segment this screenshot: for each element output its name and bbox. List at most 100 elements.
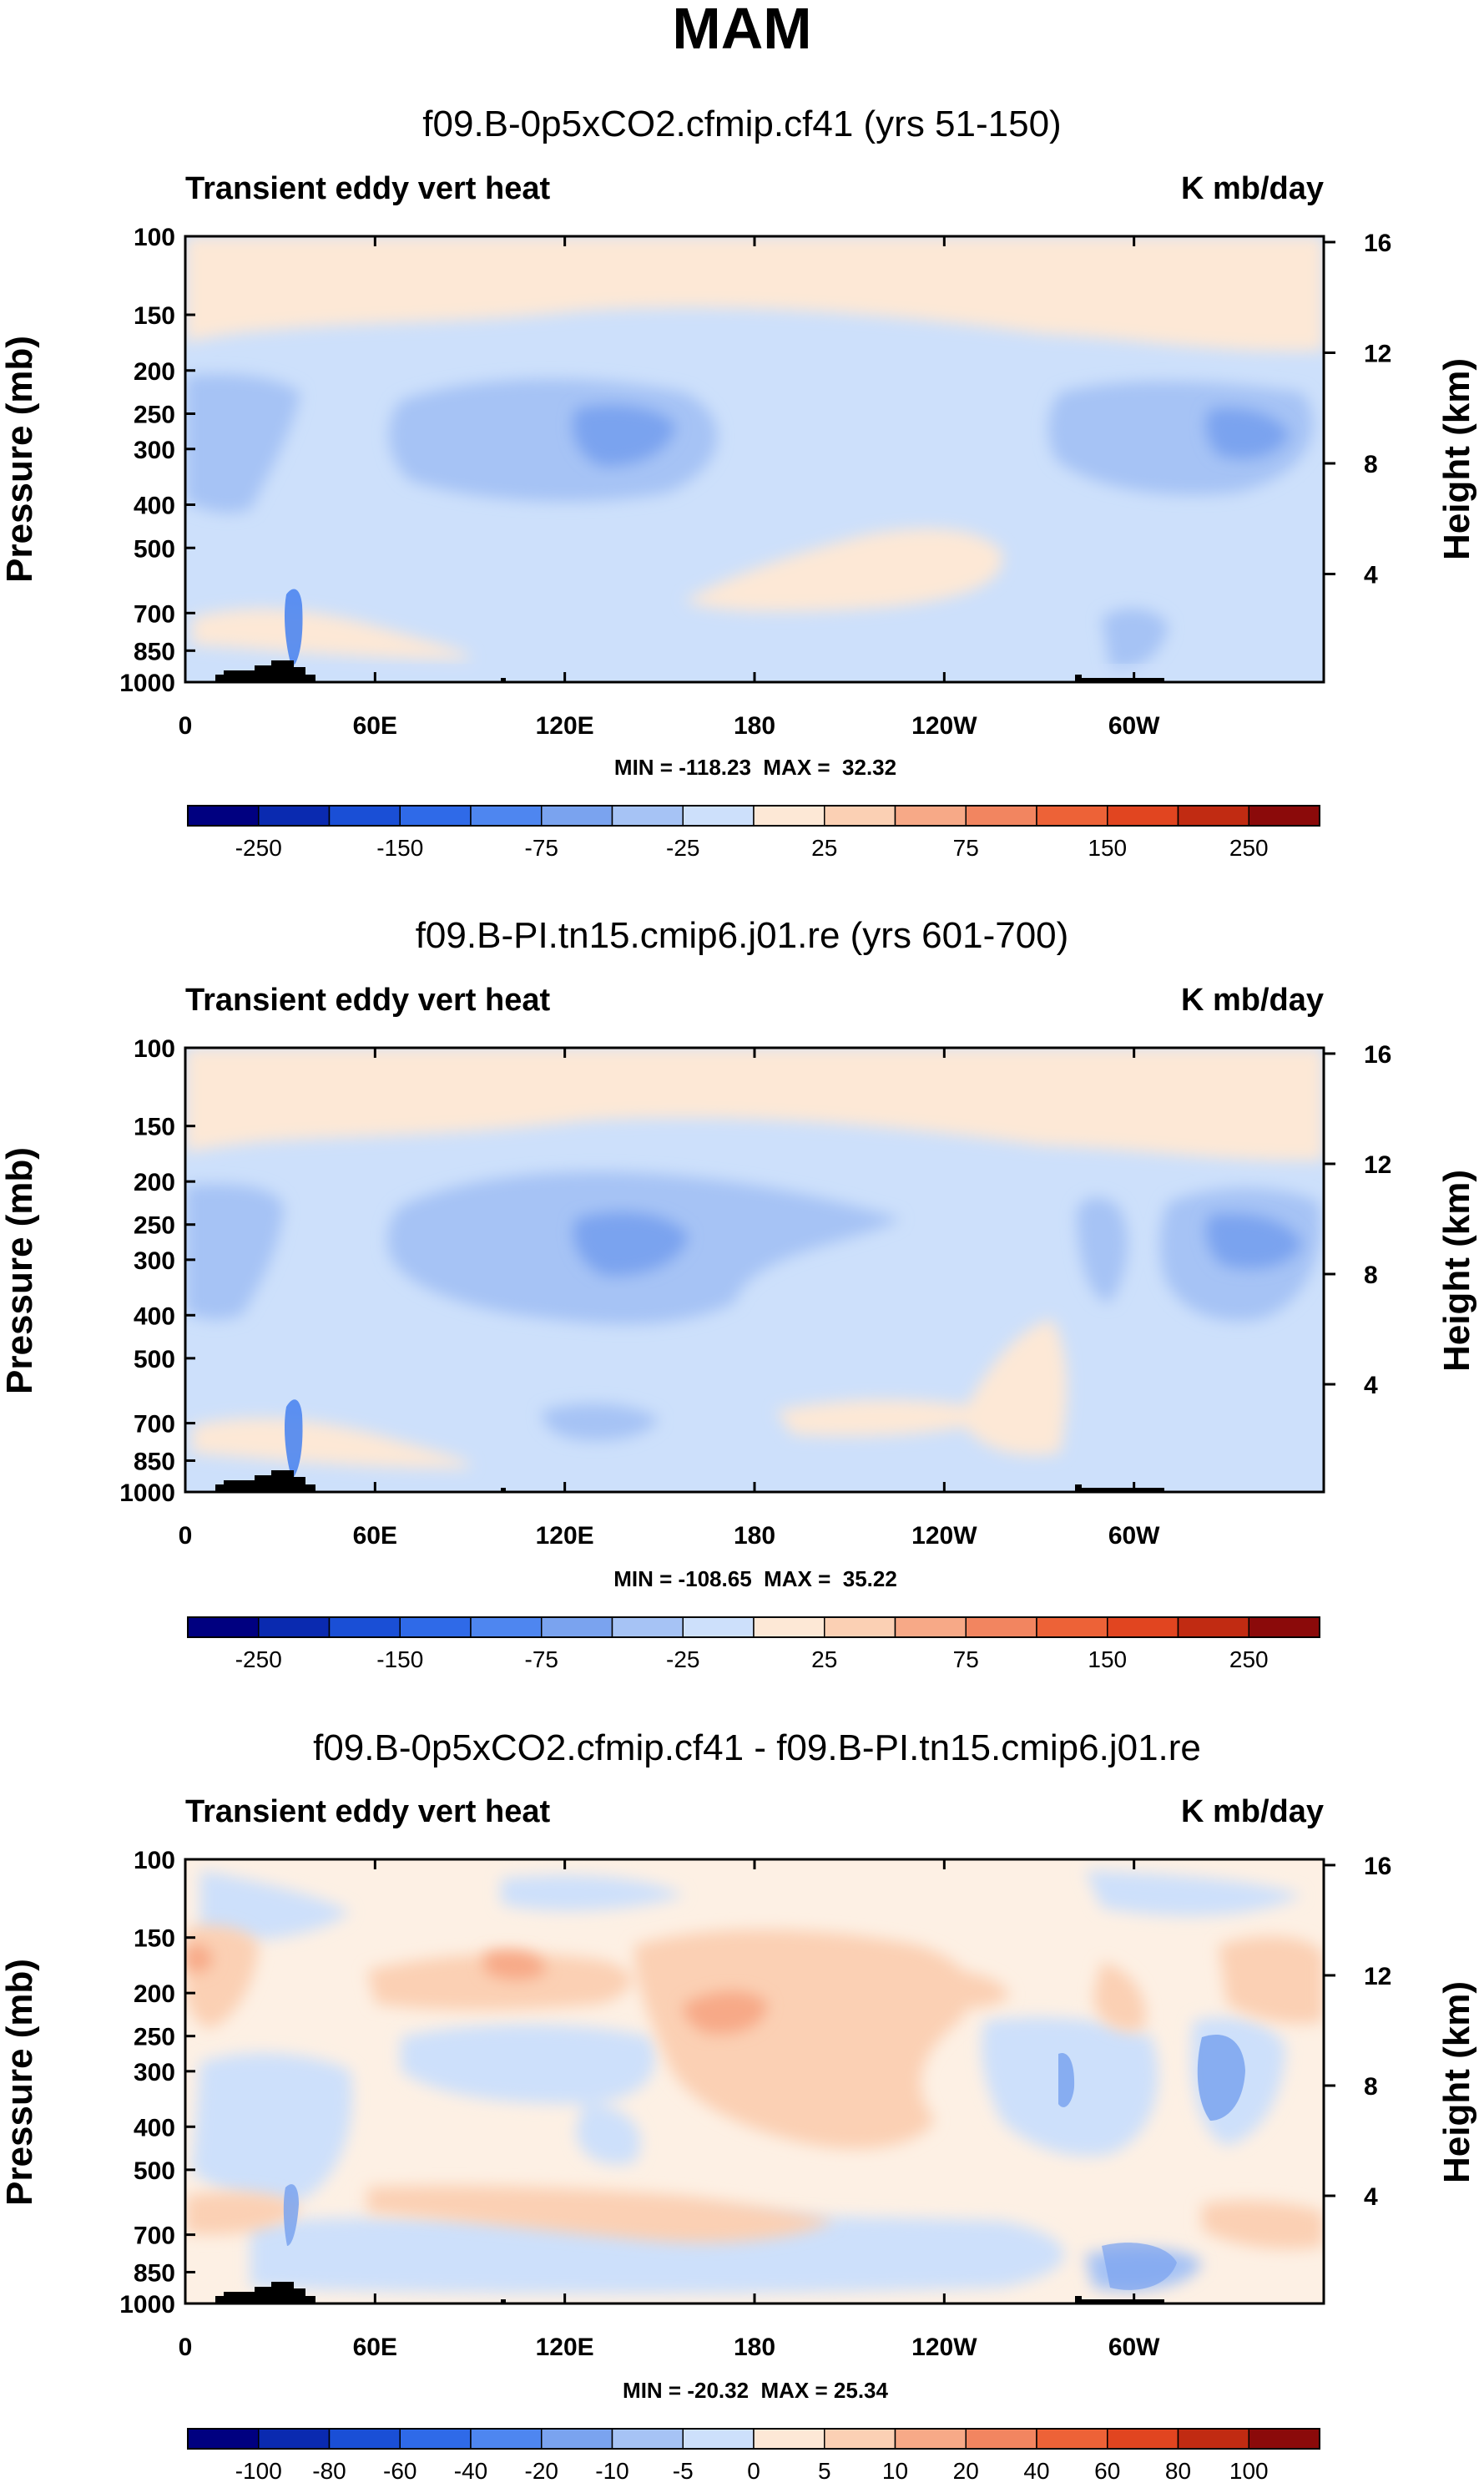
x-tick-label: 0 bbox=[179, 1522, 193, 1550]
x-tick-label: 120E bbox=[536, 1522, 594, 1550]
colorbar-swatch bbox=[541, 805, 613, 827]
colorbar-label: 20 bbox=[953, 2458, 979, 2483]
pressure-tick-label: 200 bbox=[134, 1169, 175, 1196]
colorbar-frame bbox=[187, 2428, 1320, 2450]
pressure-tick-label: 300 bbox=[134, 1247, 175, 1275]
height-tick-label: 8 bbox=[1364, 1262, 1378, 1289]
panel-2-terrain bbox=[215, 1470, 1164, 1492]
panel-3: f09.B-0p5xCO2.cfmip.cf41 - f09.B-PI.tn15… bbox=[0, 1727, 1477, 2483]
pressure-tick-label: 300 bbox=[134, 437, 175, 464]
pressure-tick-label: 1000 bbox=[119, 670, 175, 697]
panel-2-units: K mb/day bbox=[1181, 983, 1324, 1018]
panel-2-ylabel: Pressure (mb) bbox=[0, 1147, 40, 1394]
colorbar-swatch bbox=[399, 2428, 472, 2450]
pressure-tick-label: 250 bbox=[134, 401, 175, 428]
colorbar-swatch bbox=[258, 1616, 331, 1638]
colorbar-label: -75 bbox=[525, 835, 558, 861]
pressure-tick-label: 150 bbox=[134, 1114, 175, 1141]
height-tick-label: 4 bbox=[1364, 562, 1378, 589]
height-tick-label: 16 bbox=[1364, 230, 1391, 257]
pressure-tick-label: 100 bbox=[134, 224, 175, 251]
colorbar-label: -5 bbox=[673, 2458, 694, 2483]
colorbar-swatch bbox=[470, 2428, 543, 2450]
panel-3-axes: 100 150 200 250 300 400 500 700 850 1000 4 8 12 16 0 60… bbox=[119, 1847, 1391, 2361]
colorbar-label: 150 bbox=[1088, 835, 1127, 861]
colorbar-label: -20 bbox=[525, 2458, 558, 2483]
panel-2-left-label: Transient eddy vert heat bbox=[185, 983, 550, 1018]
colorbar-swatch bbox=[328, 1616, 401, 1638]
colorbar-swatch bbox=[824, 2428, 896, 2450]
colorbar-label: 150 bbox=[1088, 1646, 1127, 1672]
colorbar-swatch bbox=[965, 2428, 1037, 2450]
x-tick-label: 180 bbox=[734, 1522, 775, 1550]
colorbar-swatch bbox=[1248, 805, 1320, 827]
colorbar-swatch bbox=[1036, 1616, 1108, 1638]
colorbar-swatch bbox=[1248, 2428, 1320, 2450]
panel-1-units: K mb/day bbox=[1181, 171, 1324, 206]
colorbar-label: 250 bbox=[1229, 1646, 1269, 1672]
colorbar-swatch bbox=[965, 805, 1037, 827]
pressure-tick-label: 200 bbox=[134, 1980, 175, 2008]
x-tick-label: 120W bbox=[911, 712, 977, 740]
colorbar-label: -40 bbox=[454, 2458, 487, 2483]
colorbar-swatch bbox=[470, 805, 543, 827]
colorbar-label: 0 bbox=[747, 2458, 760, 2483]
x-tick-label: 60W bbox=[1108, 712, 1160, 740]
pressure-tick-label: 400 bbox=[134, 2114, 175, 2142]
panel-3-stats: MIN = -20.32 MAX = 25.34 bbox=[623, 2378, 888, 2403]
pressure-tick-label: 500 bbox=[134, 2157, 175, 2185]
colorbar-label: -250 bbox=[235, 835, 282, 861]
pressure-tick-label: 250 bbox=[134, 2024, 175, 2051]
colorbar-swatch bbox=[894, 1616, 967, 1638]
panel-2-field bbox=[185, 1048, 1324, 1492]
colorbar-swatch bbox=[1177, 805, 1249, 827]
colorbar-swatch bbox=[894, 2428, 967, 2450]
height-tick-label: 4 bbox=[1364, 2183, 1378, 2211]
x-tick-label: 180 bbox=[734, 712, 775, 740]
panel-2-title: f09.B-PI.tn15.cmip6.j01.re (yrs 601-700) bbox=[416, 915, 1069, 956]
x-tick-label: 120W bbox=[911, 2334, 977, 2361]
colorbar-swatch bbox=[328, 2428, 401, 2450]
colorbar-label: -75 bbox=[525, 1646, 558, 1672]
pressure-tick-label: 300 bbox=[134, 2059, 175, 2086]
page-title: MAM bbox=[672, 0, 811, 61]
colorbar-label: -150 bbox=[376, 1646, 423, 1672]
colorbar-swatch bbox=[541, 1616, 613, 1638]
panel-3-field bbox=[185, 1859, 1324, 2303]
x-tick-label: 120E bbox=[536, 712, 594, 740]
panel-1-colorbar: -250 -150 -75 -25 25 75 150 250 bbox=[187, 805, 1320, 861]
panel-2-axes: 100 150 200 250 300 400 500 700 850 1000 4 8 12 16 0 60… bbox=[119, 1035, 1391, 1550]
colorbar-swatch bbox=[187, 805, 260, 827]
panel-1-ylabel: Pressure (mb) bbox=[0, 336, 40, 583]
colorbar-label: 60 bbox=[1094, 2458, 1120, 2483]
panel-3-units: K mb/day bbox=[1181, 1794, 1324, 1829]
colorbar-label: 100 bbox=[1229, 2458, 1269, 2483]
height-tick-label: 16 bbox=[1364, 1041, 1391, 1069]
colorbar-swatch bbox=[1248, 1616, 1320, 1638]
colorbar-swatch bbox=[753, 2428, 825, 2450]
colorbar-label: 5 bbox=[818, 2458, 831, 2483]
height-tick-label: 16 bbox=[1364, 1853, 1391, 1880]
x-tick-label: 60W bbox=[1108, 1522, 1160, 1550]
colorbar-swatch bbox=[187, 2428, 260, 2450]
colorbar-swatch bbox=[611, 1616, 684, 1638]
pressure-tick-label: 850 bbox=[134, 638, 175, 665]
panel-2-colorbar: -250 -150 -75 -25 25 75 150 250 bbox=[187, 1616, 1320, 1672]
colorbar-label: 75 bbox=[953, 1646, 979, 1672]
panel-3-left-label: Transient eddy vert heat bbox=[185, 1794, 550, 1829]
colorbar-label: -25 bbox=[666, 835, 699, 861]
colorbar-label: -60 bbox=[383, 2458, 416, 2483]
x-tick-label: 60E bbox=[353, 712, 397, 740]
height-tick-label: 12 bbox=[1364, 340, 1391, 367]
x-tick-label: 60E bbox=[353, 2334, 397, 2361]
panel-3-y2label: Height (km) bbox=[1436, 1981, 1477, 2183]
colorbar-label: 25 bbox=[811, 1646, 837, 1672]
colorbar-frame bbox=[187, 1616, 1320, 1638]
panel-1-left-label: Transient eddy vert heat bbox=[185, 171, 550, 206]
x-tick-label: 120W bbox=[911, 1522, 977, 1550]
colorbar-swatch bbox=[1036, 2428, 1108, 2450]
colorbar-swatch bbox=[399, 805, 472, 827]
colorbar-frame bbox=[187, 805, 1320, 827]
colorbar-swatch bbox=[682, 2428, 755, 2450]
